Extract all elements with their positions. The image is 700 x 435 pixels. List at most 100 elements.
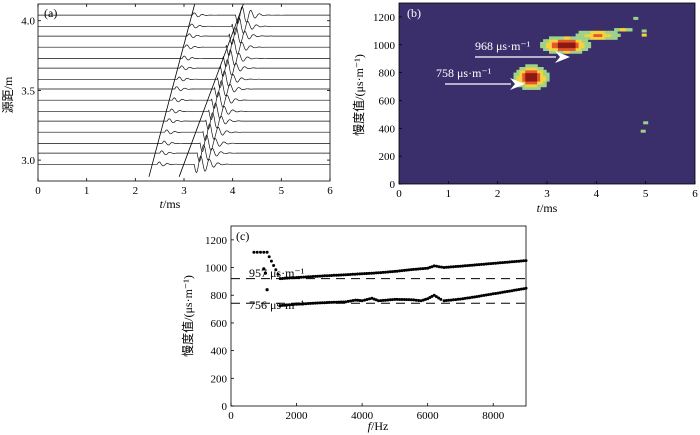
panel-b-heat-cell (516, 75, 520, 79)
panel-c-point (313, 274, 317, 278)
panel-c-point (278, 277, 282, 281)
panel-c-point (426, 297, 430, 301)
panel-c-point (437, 296, 441, 300)
panel-b-heat-cell (540, 69, 544, 74)
panel-c-point (344, 300, 348, 304)
panel-b-heat-cell (525, 78, 529, 82)
panel-c-ylabel: 慢度值/(μs·m⁻¹) (180, 275, 195, 357)
panel-c-ytick-label: 0 (222, 401, 228, 413)
panel-b-heat-cell (566, 50, 571, 54)
panel-c-point (283, 303, 287, 307)
panel-b-heat-cell (531, 75, 535, 79)
panel-b-heat-cell (537, 72, 541, 76)
panel-c-point (419, 267, 423, 271)
panel-b-heat-cell (551, 50, 556, 54)
panel-b-heat-cell (543, 42, 547, 46)
panel-b-heat-cell (623, 28, 627, 32)
panel-c-point (508, 260, 512, 264)
panel-c-point (439, 297, 443, 301)
panel-c-point (449, 298, 453, 302)
panel-b-heat-cell (531, 83, 535, 88)
panel-c-point (327, 300, 331, 304)
panel-b-heat-cell (581, 44, 586, 49)
panel-b-heat-cell (581, 47, 586, 51)
panel-b-heat-cell (620, 28, 624, 32)
panel-c-point (515, 288, 519, 292)
panel-c-point (311, 275, 315, 278)
panel-c-point (388, 298, 392, 302)
panel-b-heat-cell (554, 36, 559, 40)
panel-c-point (316, 274, 320, 278)
panel-c-point (374, 271, 378, 275)
panel-b-heat-cell (602, 36, 606, 40)
panel-c-point (489, 292, 493, 296)
panel-c-point (482, 262, 486, 266)
panel-b-heat-cell (519, 75, 523, 79)
panel-c-point (384, 270, 387, 274)
panel-b-heat-cell (599, 33, 603, 37)
panel-a-trace (38, 91, 330, 109)
panel-b-heat-cell (534, 81, 538, 85)
panel-c-point (454, 298, 458, 302)
panel-b-heat-cell (572, 36, 577, 40)
panel-c-point (349, 299, 353, 303)
panel-b-heat-cell (543, 39, 547, 43)
panel-c-xlabel-italic: f (368, 419, 373, 433)
panel-c-point (384, 298, 387, 302)
panel-c-point (491, 261, 495, 265)
panel-b-heat-cell (596, 33, 600, 37)
panel-c-point (346, 273, 350, 277)
panel-b-heat-cell (522, 75, 526, 79)
panel-b-heat-cell (557, 42, 562, 46)
panel-a-trace (38, 80, 330, 98)
panel-c-point (461, 264, 465, 268)
panel-a-trace (38, 17, 330, 35)
panel-c-point (339, 300, 343, 304)
panel-c-xlabel: f/Hz (368, 419, 389, 433)
panel-c-point (351, 272, 355, 276)
panel-b-heatmap: (b) 0 1 2 3 4 5 6 0 200 400 600 800 1000 1200 968 μs·… (351, 2, 698, 215)
panel-b-heat-cell (575, 33, 580, 37)
panel-b-heat-cell (572, 39, 577, 43)
panel-c-point (370, 271, 373, 275)
panel-c-point (318, 301, 322, 305)
panel-a-trace (38, 102, 330, 121)
panel-b-ylabel: 慢度值/(μs·m⁻¹) (351, 54, 366, 136)
panel-b-heat-cell (581, 39, 586, 43)
panel-c-point (510, 289, 514, 293)
panel-b-heat-cell (611, 36, 615, 40)
panel-b-heat-cell (534, 83, 538, 88)
panel-b-heat-cell (546, 44, 550, 49)
panel-b-heat-cell (516, 69, 520, 74)
panel-c-point (348, 273, 352, 276)
panel-c-point (363, 298, 367, 302)
panel-c-point (466, 264, 469, 268)
panel-b-xtick-label: 4 (594, 188, 600, 200)
panel-a-xtick-label: 6 (327, 185, 333, 197)
panel-a-xtick-label: 4 (230, 185, 236, 197)
panel-b-heat-cell (525, 86, 529, 90)
panel-b-heat-cell (628, 28, 633, 32)
panel-c-point (265, 250, 269, 254)
panel-c-point (323, 274, 327, 278)
panel-b-heat-cell (590, 30, 594, 35)
panel-b-label: (b) (407, 6, 421, 20)
panel-c-point (468, 296, 472, 300)
panel-b-heat-cell (528, 81, 532, 85)
panel-c-point (456, 297, 460, 301)
panel-b-heat-cell (563, 39, 568, 43)
panel-c-point (484, 293, 488, 297)
panel-c-point (505, 290, 509, 293)
panel-c-point (368, 297, 371, 301)
panel-b-heat-cell (522, 67, 526, 71)
panel-c-point (515, 259, 519, 263)
panel-c-point (313, 301, 317, 305)
panel-c-point (400, 298, 404, 301)
panel-c-point (489, 262, 493, 266)
panel-b-heat-cell (575, 42, 580, 46)
panel-c-point (442, 299, 446, 303)
panel-c-point (381, 270, 385, 274)
panel-b-xtick-label: 3 (544, 188, 550, 200)
panel-b-heat-cell (590, 33, 594, 37)
panel-c-point (458, 264, 462, 268)
